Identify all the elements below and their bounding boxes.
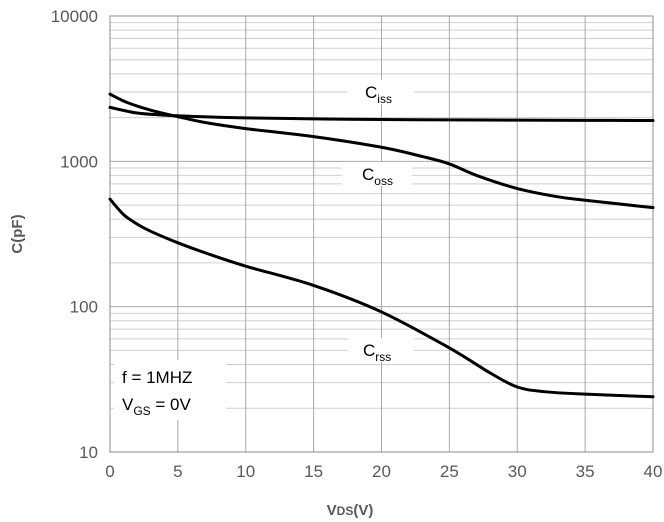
conditions-annotation: f = 1MHZ VGS = 0V (114, 360, 226, 420)
x-tick-label: 40 (644, 462, 663, 481)
x-tick-labels: 0 5 10 15 20 25 30 35 40 (105, 462, 662, 481)
y-tick-labels: 10 100 1000 10000 (51, 7, 98, 462)
series-line-coss (108, 92, 655, 210)
x-tick-label: 0 (105, 462, 114, 481)
vgs-annotation: VGS = 0V (122, 395, 192, 418)
series-line-crss (108, 197, 655, 399)
coss-label-bg (342, 162, 412, 186)
x-tick-label: 5 (173, 462, 182, 481)
y-axis-title: C(pF) (9, 214, 26, 253)
crss-label-bg (348, 338, 414, 362)
conditions-bg (114, 360, 226, 420)
y-tick-label: 10 (79, 443, 98, 462)
y-tick-label: 10000 (51, 7, 98, 26)
y-tick-label: 100 (70, 298, 98, 317)
ciss-label: Ciss (365, 83, 392, 106)
frequency-annotation: f = 1MHZ (122, 368, 192, 387)
x-tick-label: 30 (508, 462, 527, 481)
x-tick-label: 15 (304, 462, 323, 481)
ciss-label-group: Ciss (348, 80, 414, 106)
x-tick-label: 35 (576, 462, 595, 481)
x-axis-title: VDS(V) (327, 502, 374, 519)
crss-label-group: Crss (348, 338, 414, 364)
coss-label: Coss (362, 165, 393, 188)
ciss-label-bg (348, 80, 414, 104)
x-tick-label: 20 (372, 462, 391, 481)
y-tick-label: 1000 (60, 152, 98, 171)
plot-area-frame (109, 15, 654, 453)
coss-label-group: Coss (342, 162, 412, 188)
x-tick-label: 10 (236, 462, 255, 481)
crss-label: Crss (363, 341, 391, 364)
x-tick-label: 25 (440, 462, 459, 481)
series-lines (108, 92, 655, 399)
